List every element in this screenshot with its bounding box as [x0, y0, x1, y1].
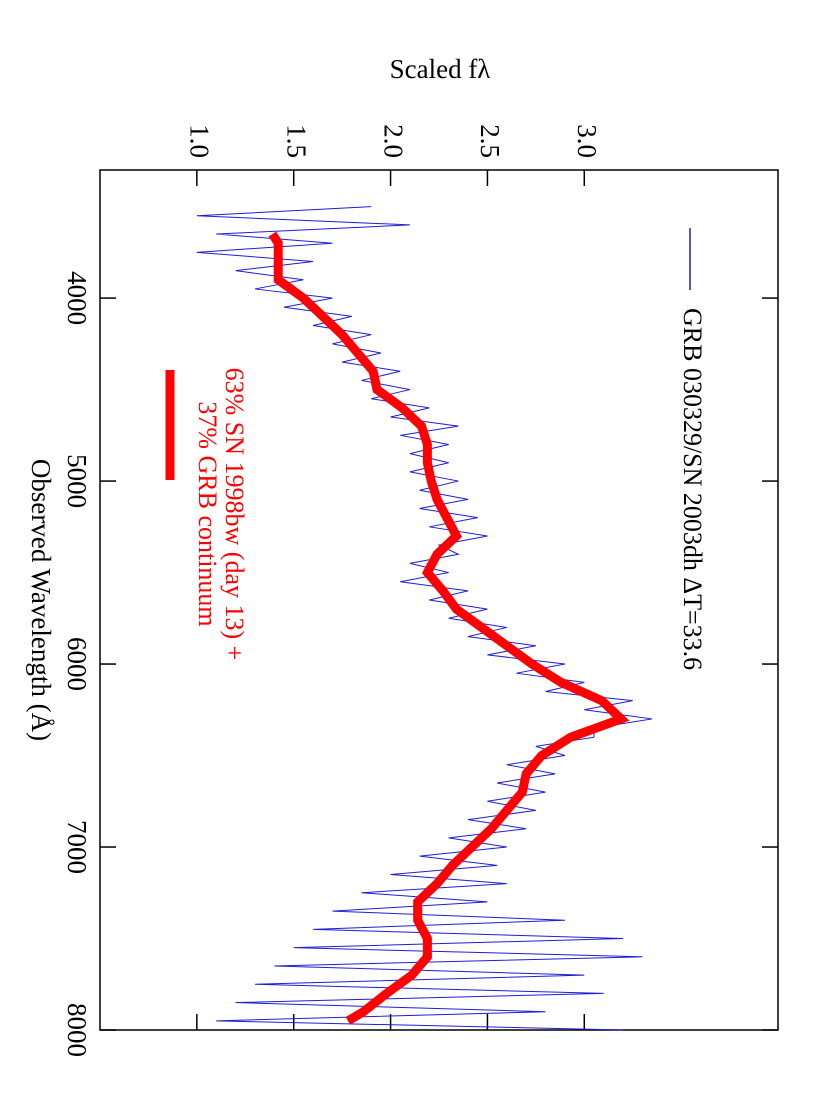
y-tick-label: 1.5	[282, 124, 312, 158]
spectrum-line	[196, 206, 653, 1031]
y-tick-label: 2.5	[475, 124, 505, 158]
legend-label: 63% SN 1998bw (day 13) + 37% GRB continu…	[193, 367, 248, 661]
y-tick-label: 2.0	[378, 124, 408, 158]
model-line	[268, 231, 630, 1025]
x-axis-title: Observed Wavelength (Å)	[26, 459, 56, 741]
x-tick-label: 5000	[62, 454, 92, 508]
y-tick-label: 3.0	[572, 124, 602, 158]
y-axis-title: Scaled fλ	[390, 54, 491, 84]
legend-label-box: 63% SN 1998bw (day 13) + 37% GRB continu…	[193, 367, 248, 661]
x-tick-label: 7000	[62, 820, 92, 874]
plot-frame	[99, 169, 779, 1031]
x-tick-label: 6000	[62, 637, 92, 691]
legend-label: GRB 030329/SN 2003dh ΔT=33.6	[678, 308, 707, 670]
x-tick-label: 4000	[62, 271, 92, 325]
x-tick-label: 8000	[62, 1003, 92, 1057]
y-tick-label: 1.0	[185, 124, 215, 158]
plot-group: Observed Wavelength (Å) Scaled fλ 4000 50…	[26, 54, 779, 1057]
